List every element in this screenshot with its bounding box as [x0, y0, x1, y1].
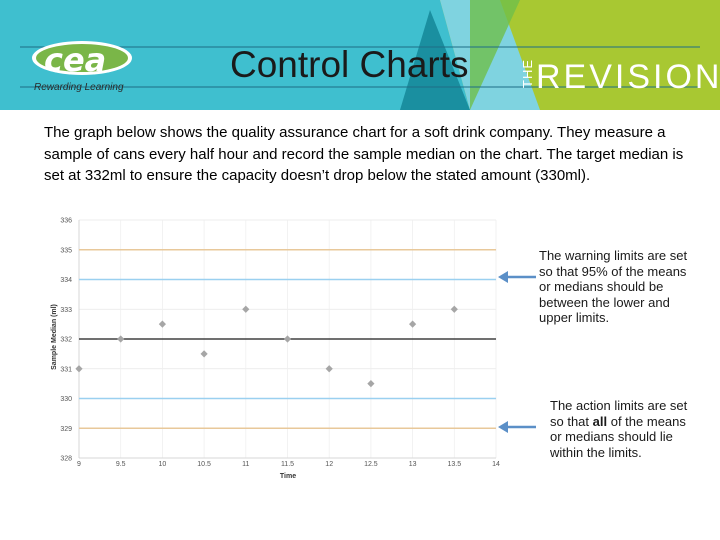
y-tick-label: 335 — [60, 247, 72, 254]
brand-main-text: REVISION — [536, 58, 720, 96]
x-tick-label: 9.5 — [116, 461, 126, 468]
action-limits-annotation: The action limits are set so that all of… — [550, 398, 690, 460]
x-tick-label: 13.5 — [447, 461, 461, 468]
y-tick-label: 332 — [60, 337, 72, 344]
cea-logo-tagline: Rewarding Learning — [34, 82, 124, 93]
y-tick-label: 331 — [60, 366, 72, 373]
cea-logo-mark: cea — [32, 41, 132, 79]
page-title: Control Charts — [230, 44, 469, 85]
action-text-suffix: of the means or medians should lie withi… — [550, 413, 686, 460]
x-tick-label: 10 — [159, 461, 167, 468]
y-tick-label: 329 — [60, 426, 72, 433]
intro-paragraph: The graph below shows the quality assura… — [44, 124, 684, 184]
action-arrow-icon — [498, 421, 536, 433]
x-tick-label: 11.5 — [281, 461, 294, 468]
y-tick-label: 334 — [60, 277, 72, 284]
header-banner: cea Rewarding Learning Control Charts TH… — [0, 0, 720, 110]
y-tick-label: 330 — [60, 396, 72, 403]
y-tick-label: 336 — [60, 218, 72, 225]
y-tick-label: 328 — [60, 456, 72, 463]
header-background — [0, 0, 720, 110]
data-point — [200, 350, 208, 358]
x-tick-label: 10.5 — [197, 461, 211, 468]
warning-arrow-icon — [498, 271, 536, 283]
control-chart: 328 329 330 331 332 333 334 335 336 9 9.5 10 10.5 11 1… — [51, 218, 500, 481]
data-point — [242, 305, 250, 313]
data-point — [325, 365, 333, 373]
cea-logo: cea Rewarding Learning — [30, 40, 140, 96]
data-point — [367, 380, 375, 388]
x-tick-label: 9 — [77, 461, 81, 468]
data-point — [75, 365, 83, 373]
x-tick-label: 12 — [325, 461, 333, 468]
data-point — [283, 335, 292, 343]
action-text-prefix: The action limits are set so that — [550, 398, 688, 429]
chart-ticks: 328 329 330 331 332 333 334 335 336 9 9.5 10 10.5 11 1… — [60, 218, 500, 469]
x-tick-label: 12.5 — [364, 461, 378, 468]
brand-small-text: THE — [520, 59, 535, 88]
x-tick-label: 11 — [242, 461, 249, 468]
x-tick-label: 14 — [492, 461, 500, 468]
data-point — [409, 320, 417, 328]
data-point — [450, 305, 458, 313]
x-tick-label: 13 — [409, 461, 417, 468]
cea-logo-text: cea — [44, 41, 106, 79]
data-point — [158, 320, 166, 328]
warning-limits-annotation: The warning limits are set so that 95% o… — [539, 248, 688, 325]
data-point — [117, 335, 125, 343]
y-tick-label: 333 — [60, 307, 72, 314]
x-axis-label: Time — [280, 473, 296, 480]
action-text-bold: all — [592, 413, 608, 429]
chart-points — [75, 305, 458, 388]
y-axis-label: Sample Median (ml) — [51, 304, 58, 370]
